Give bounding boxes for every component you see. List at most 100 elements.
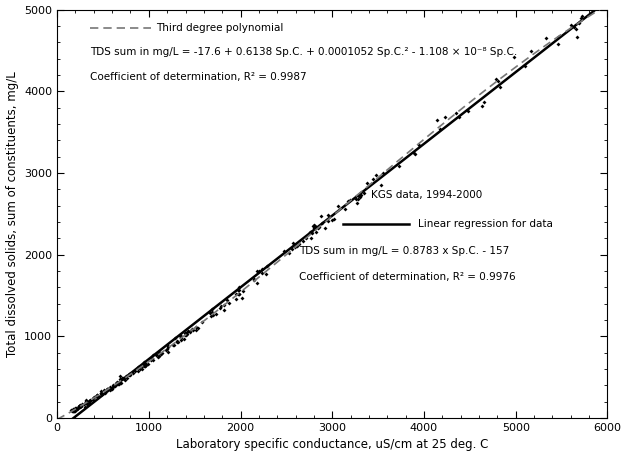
Point <box>119 376 129 383</box>
Point <box>79 400 89 407</box>
Point <box>187 327 198 334</box>
Point <box>73 404 83 411</box>
Point <box>231 290 241 298</box>
Point <box>179 332 189 339</box>
Point <box>479 99 489 106</box>
Point <box>191 326 201 334</box>
Point <box>140 361 150 368</box>
Point <box>96 387 106 394</box>
Point <box>353 195 363 202</box>
Point <box>343 197 353 205</box>
Point <box>394 162 404 170</box>
Point <box>305 228 315 235</box>
Point <box>96 389 106 397</box>
Point <box>317 213 327 220</box>
Point <box>553 40 563 47</box>
Point <box>354 192 364 199</box>
Point <box>233 287 243 294</box>
Point <box>162 346 172 353</box>
Text: KGS data, 1994-2000: KGS data, 1994-2000 <box>371 191 482 201</box>
Point <box>307 229 317 237</box>
Point <box>329 215 339 223</box>
Point <box>371 172 381 179</box>
Point <box>92 391 102 399</box>
Point <box>219 302 229 309</box>
Point <box>75 403 85 410</box>
Point <box>80 403 90 410</box>
Point <box>147 351 157 359</box>
Point <box>154 349 164 356</box>
Point <box>93 393 103 400</box>
Point <box>219 306 229 313</box>
Point <box>207 308 217 316</box>
Point <box>356 191 366 199</box>
Point <box>163 343 173 350</box>
Point <box>298 237 308 244</box>
Point <box>133 367 143 374</box>
Point <box>169 341 179 349</box>
Point <box>74 403 84 410</box>
Point <box>75 403 85 410</box>
Point <box>121 372 131 380</box>
Point <box>153 351 163 358</box>
Point <box>92 391 102 399</box>
Text: Third degree polynomial: Third degree polynomial <box>156 23 283 33</box>
Point <box>81 397 91 404</box>
Point <box>118 374 128 382</box>
Point <box>354 192 364 200</box>
Point <box>173 338 183 345</box>
Point <box>82 399 92 406</box>
Point <box>309 225 319 232</box>
Point <box>84 399 94 406</box>
Point <box>88 395 98 402</box>
Point <box>301 234 311 242</box>
Point <box>124 371 134 378</box>
Point <box>154 349 164 356</box>
Point <box>97 391 107 398</box>
Point <box>248 276 258 283</box>
Point <box>314 223 324 231</box>
Point <box>191 323 201 330</box>
Point <box>68 406 78 413</box>
Point <box>179 335 189 342</box>
Point <box>89 393 99 401</box>
Point <box>186 327 196 335</box>
Point <box>135 365 145 372</box>
Point <box>176 332 186 340</box>
Point <box>70 405 80 413</box>
Point <box>250 276 260 283</box>
Point <box>80 400 90 407</box>
Point <box>493 77 503 85</box>
Point <box>205 309 215 316</box>
Point <box>103 386 113 393</box>
Point <box>252 280 262 287</box>
Point <box>354 192 364 200</box>
Point <box>572 33 582 41</box>
Point <box>67 407 77 414</box>
Point <box>310 222 320 229</box>
Point <box>91 392 101 399</box>
Point <box>317 219 327 227</box>
Point <box>102 385 112 392</box>
Point <box>571 25 581 32</box>
Point <box>352 199 362 207</box>
Point <box>130 367 140 375</box>
Point <box>309 222 319 229</box>
Point <box>182 330 192 338</box>
Point <box>70 404 80 412</box>
Point <box>211 310 221 318</box>
Point <box>93 392 103 399</box>
Point <box>333 202 343 209</box>
Point <box>368 175 378 182</box>
Point <box>180 329 190 337</box>
Point <box>85 397 95 404</box>
Point <box>525 48 535 55</box>
Point <box>105 386 115 393</box>
Point <box>257 270 267 277</box>
Point <box>99 387 109 394</box>
Point <box>577 12 587 19</box>
Point <box>566 21 576 29</box>
Point <box>139 358 149 366</box>
Point <box>490 75 500 83</box>
Point <box>312 223 322 231</box>
